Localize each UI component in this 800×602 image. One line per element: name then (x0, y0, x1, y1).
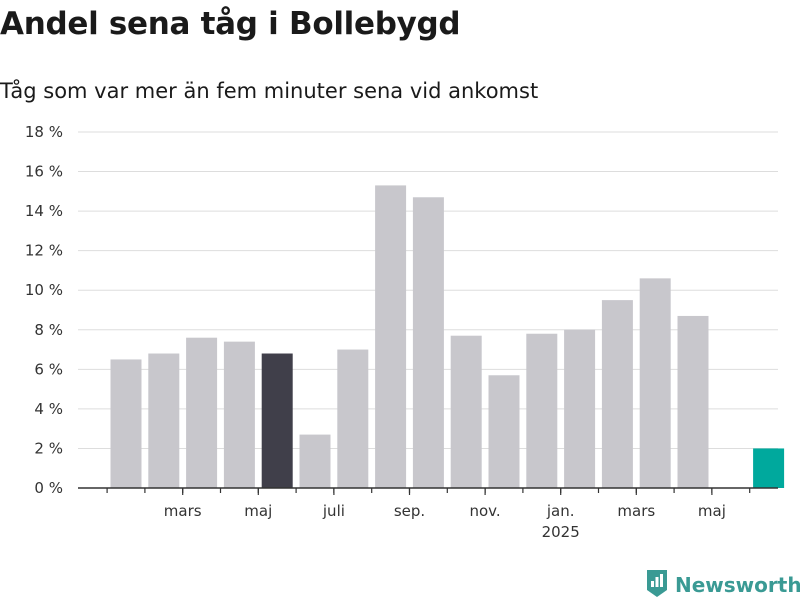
x-tick-label: maj (698, 502, 726, 520)
x-tick-label: mars (164, 502, 202, 520)
y-tick-label: 16 % (25, 163, 63, 181)
y-tick-label: 14 % (25, 202, 63, 220)
x-tick-label: jan. (546, 502, 575, 520)
bar-2024-02 (110, 359, 142, 488)
bar-2024-03 (148, 353, 180, 488)
x-tick-label: maj (244, 502, 272, 520)
bar-2025-01 (526, 333, 558, 488)
bar-2025-02 (564, 329, 596, 488)
y-tick-label: 18 % (25, 123, 63, 141)
x-axis: mars maj juli sep. nov. jan. 2025 mars maj (78, 487, 778, 541)
y-tick-label: 0 % (34, 479, 63, 497)
bar-2025-04 (639, 278, 671, 488)
chart-subtitle: Tåg som var mer än fem minuter sena vid … (0, 79, 539, 103)
x-tick-year-label: 2025 (542, 523, 580, 541)
bar-chart-logo-icon (645, 568, 669, 602)
chart-title: Andel sena tåg i Bollebygd (0, 6, 461, 42)
bar-2025-03 (601, 300, 633, 488)
y-tick-label: 4 % (34, 400, 63, 418)
bar-2024-05 (223, 341, 255, 488)
bar-2024-04 (186, 337, 218, 488)
x-tick-label: nov. (470, 502, 501, 520)
brand-name: Newsworthy (675, 573, 800, 597)
y-axis-ticks: 0 % 2 % 4 % 6 % 8 % 10 % 12 % 14 % 16 % 18 % (25, 123, 63, 497)
newsworthy-logo: Newsworthy (645, 569, 800, 601)
y-tick-label: 8 % (34, 321, 63, 339)
x-tick-label: mars (617, 502, 655, 520)
bar-2025-05 (677, 315, 709, 488)
y-tick-label: 10 % (25, 281, 63, 299)
bar-2024-12 (488, 375, 520, 488)
bar-2024-11 (450, 335, 482, 488)
bar-2024-06 (261, 353, 293, 488)
bar-2025-07 (753, 448, 785, 488)
y-tick-label: 6 % (34, 360, 63, 378)
bar-2024-09 (375, 185, 407, 488)
bar-2024-10 (412, 197, 444, 488)
bars (110, 185, 785, 488)
bar-chart: 0 % 2 % 4 % 6 % 8 % 10 % 12 % 14 % 16 % 18 % mars… (25, 123, 785, 541)
y-tick-label: 12 % (25, 242, 63, 260)
bar-2024-07 (299, 434, 331, 488)
y-tick-label: 2 % (34, 439, 63, 457)
bar-2024-08 (337, 349, 369, 488)
x-tick-label: sep. (394, 502, 425, 520)
x-tick-label: juli (322, 502, 345, 520)
